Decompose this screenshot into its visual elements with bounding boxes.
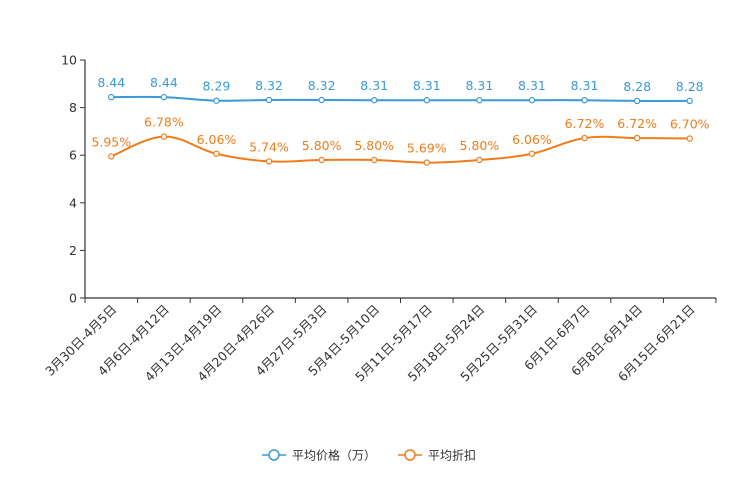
data-label: 5.80% [354,138,394,153]
legend-label: 平均价格（万） [292,448,376,463]
series-line [111,95,690,102]
data-point [476,156,483,164]
legend-label: 平均折扣 [428,448,476,463]
data-point [686,135,693,142]
chart-axes: 02468103月30日-4月5日4月6日-4月12日4月13日-4月19日4月… [42,53,717,384]
data-label: 6.78% [144,115,184,130]
data-point [581,134,588,142]
y-tick-label: 10 [61,53,77,68]
data-point [108,93,115,101]
data-label: 6.72% [565,116,605,131]
data-point [476,97,483,104]
data-label: 8.31 [360,78,388,93]
data-label: 8.31 [413,78,441,93]
data-label: 5.74% [249,139,289,154]
legend-item-2: 平均折扣 [398,448,476,463]
data-point [213,97,220,104]
data-label: 6.06% [512,132,552,147]
series-1: 8.44 8.44 8.29 8.32 8.32 8.31 8.31 8.31 8.31 8.31… [97,75,704,105]
data-point [528,150,536,157]
data-label: 8.32 [255,78,283,93]
data-point [423,97,430,104]
data-point [633,134,641,142]
data-point [371,97,378,104]
data-label: 8.28 [623,79,651,94]
data-point [160,93,168,101]
legend-marker-icon [268,449,280,461]
data-point [581,97,588,104]
data-point [528,97,536,104]
data-point [265,158,273,165]
data-point [633,97,641,105]
data-point [318,156,325,164]
data-point [213,150,220,157]
y-tick-label: 0 [69,291,77,306]
data-point [318,96,325,104]
data-label: 8.28 [676,79,704,94]
data-point [160,133,168,140]
data-label: 5.95% [91,134,131,149]
chart-series: 8.44 8.44 8.29 8.32 8.32 8.31 8.31 8.31 8.31 8.31… [91,75,710,166]
data-label: 8.31 [571,78,599,93]
data-point [686,97,693,105]
data-point [371,156,378,164]
y-tick-label: 2 [69,243,77,258]
data-label: 8.29 [203,79,231,94]
data-point [265,96,273,104]
series-2: 5.95% 6.78% 6.06% 5.74% 5.80% 5.80% 5.69% 5.80%… [91,115,710,166]
data-label: 6.06% [197,132,237,147]
data-point [108,153,115,160]
data-label: 5.80% [460,138,500,153]
chart-legend: 平均价格（万） 平均折扣 [262,448,476,463]
legend-marker-icon [404,449,416,461]
data-point [423,159,430,166]
y-tick-label: 6 [69,148,77,163]
legend-item-1: 平均价格（万） [262,448,376,463]
data-label: 8.44 [97,75,125,90]
y-tick-label: 8 [69,100,77,115]
data-label: 6.72% [617,116,657,131]
data-label: 8.32 [308,78,336,93]
y-tick-label: 4 [69,195,77,210]
series-line [110,135,690,164]
data-label: 5.69% [407,141,447,156]
data-label: 5.80% [302,138,342,153]
data-label: 8.31 [518,78,546,93]
data-label: 8.31 [465,78,493,93]
data-label: 8.44 [150,75,178,90]
data-label: 6.70% [670,117,710,132]
